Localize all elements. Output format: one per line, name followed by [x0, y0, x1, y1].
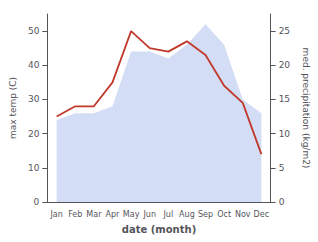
svg-text:Sep: Sep — [198, 210, 213, 219]
svg-text:May: May — [123, 210, 140, 219]
svg-text:5: 5 — [279, 163, 285, 173]
svg-text:date (month): date (month) — [122, 224, 196, 235]
svg-text:Jan: Jan — [49, 210, 62, 219]
svg-text:Jun: Jun — [142, 210, 156, 219]
svg-text:Oct: Oct — [217, 210, 231, 219]
svg-text:Jul: Jul — [162, 210, 173, 219]
svg-text:10: 10 — [28, 163, 40, 173]
svg-text:10: 10 — [279, 129, 291, 139]
svg-text:15: 15 — [279, 94, 290, 104]
svg-text:0: 0 — [279, 197, 285, 207]
svg-text:0: 0 — [34, 197, 40, 207]
svg-text:40: 40 — [28, 60, 40, 70]
svg-text:Nov: Nov — [235, 210, 251, 219]
svg-text:50: 50 — [28, 26, 40, 36]
svg-text:Feb: Feb — [68, 210, 82, 219]
svg-text:20: 20 — [279, 60, 291, 70]
svg-text:max temp (C): max temp (C) — [8, 77, 18, 139]
svg-text:Dec: Dec — [254, 210, 269, 219]
svg-text:25: 25 — [279, 26, 290, 36]
svg-text:30: 30 — [28, 94, 40, 104]
svg-text:Aug: Aug — [179, 210, 195, 219]
svg-text:20: 20 — [28, 129, 40, 139]
svg-text:Mar: Mar — [86, 210, 102, 219]
svg-text:Apr: Apr — [106, 210, 121, 219]
svg-text:med. precipitation (kg/m2): med. precipitation (kg/m2) — [301, 48, 311, 169]
